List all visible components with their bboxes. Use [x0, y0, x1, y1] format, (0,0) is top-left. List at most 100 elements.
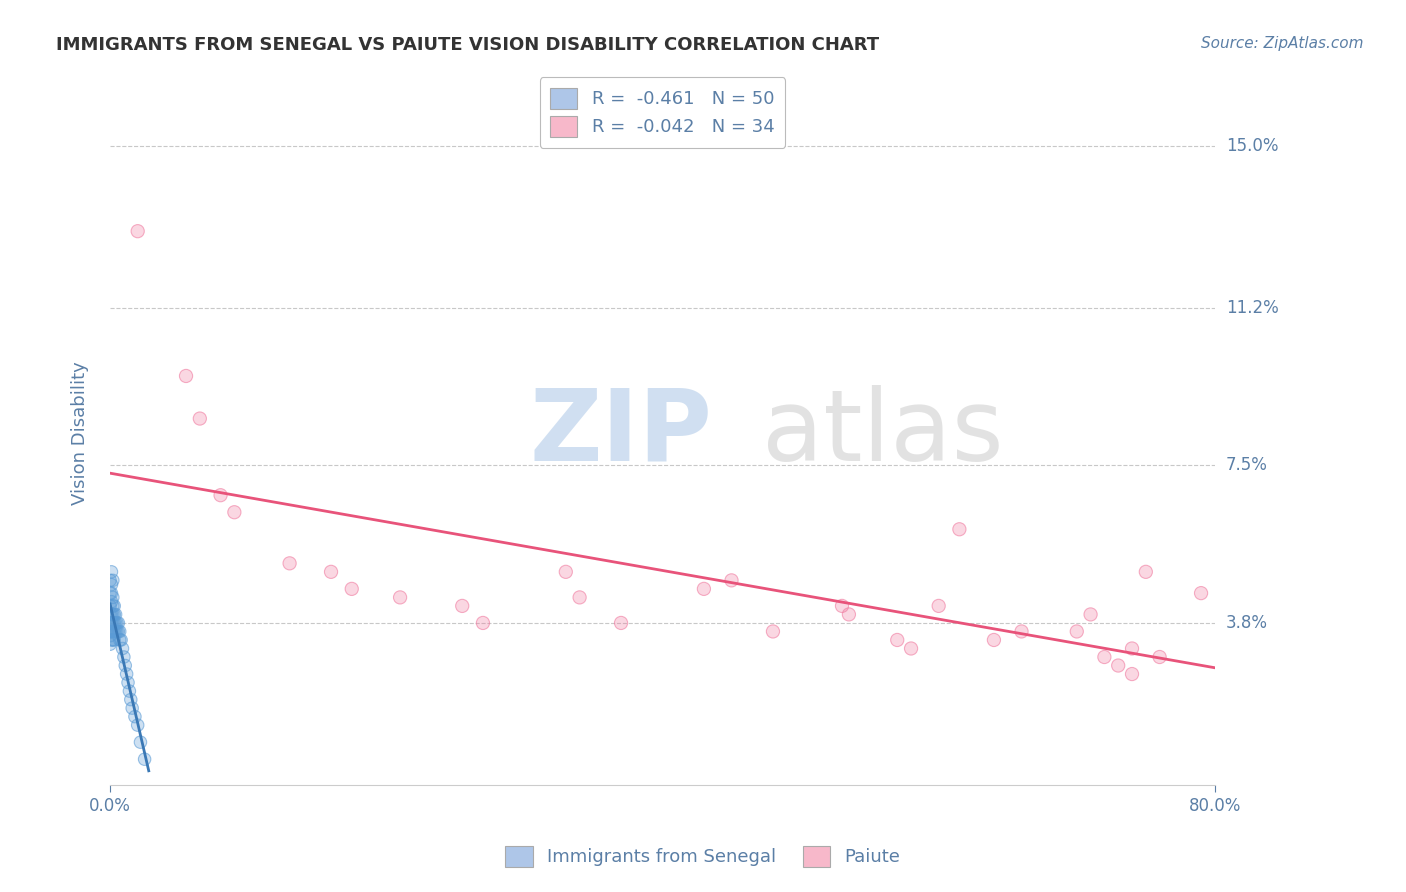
- Text: 3.8%: 3.8%: [1226, 614, 1268, 632]
- Point: [1107, 658, 1129, 673]
- Point: [693, 582, 716, 596]
- Point: [127, 224, 149, 238]
- Point: [101, 574, 124, 588]
- Point: [104, 624, 127, 639]
- Point: [900, 641, 922, 656]
- Point: [101, 607, 124, 622]
- Point: [100, 615, 122, 630]
- Point: [114, 658, 136, 673]
- Point: [107, 615, 129, 630]
- Point: [1135, 565, 1157, 579]
- Point: [98, 637, 121, 651]
- Point: [101, 615, 124, 630]
- Point: [103, 632, 125, 647]
- Point: [1135, 565, 1157, 579]
- Point: [100, 565, 122, 579]
- Point: [100, 615, 122, 630]
- Point: [117, 675, 139, 690]
- Point: [110, 632, 132, 647]
- Point: [98, 615, 121, 630]
- Point: [111, 641, 134, 656]
- Point: [108, 624, 131, 639]
- Point: [1149, 650, 1171, 665]
- Point: [105, 624, 128, 639]
- Point: [124, 709, 146, 723]
- Legend: R =  -0.461   N = 50, R =  -0.042   N = 34: R = -0.461 N = 50, R = -0.042 N = 34: [540, 77, 786, 148]
- Point: [118, 684, 141, 698]
- Point: [129, 735, 152, 749]
- Point: [98, 615, 121, 630]
- Point: [340, 582, 363, 596]
- Point: [1011, 624, 1033, 639]
- Point: [100, 624, 122, 639]
- Point: [100, 594, 122, 608]
- Point: [110, 632, 132, 647]
- Point: [134, 752, 156, 766]
- Point: [124, 709, 146, 723]
- Point: [720, 574, 742, 588]
- Point: [451, 599, 474, 613]
- Point: [98, 586, 121, 600]
- Point: [568, 591, 591, 605]
- Point: [101, 599, 124, 613]
- Point: [100, 594, 122, 608]
- Point: [105, 615, 128, 630]
- Point: [98, 629, 121, 643]
- Point: [103, 624, 125, 639]
- Point: [107, 615, 129, 630]
- Point: [451, 599, 474, 613]
- Point: [1066, 624, 1088, 639]
- Point: [838, 607, 860, 622]
- Point: [105, 624, 128, 639]
- Point: [98, 629, 121, 643]
- Point: [100, 586, 122, 600]
- Point: [120, 692, 142, 706]
- Point: [1092, 650, 1115, 665]
- Legend: Immigrants from Senegal, Paiute: Immigrants from Senegal, Paiute: [498, 838, 908, 874]
- Point: [100, 577, 122, 591]
- Point: [98, 607, 121, 622]
- Point: [108, 632, 131, 647]
- Point: [101, 591, 124, 605]
- Point: [115, 667, 138, 681]
- Point: [100, 577, 122, 591]
- Text: atlas: atlas: [762, 385, 1004, 482]
- Point: [948, 522, 970, 536]
- Point: [224, 505, 246, 519]
- Point: [174, 368, 197, 383]
- Point: [103, 607, 125, 622]
- Point: [127, 718, 149, 732]
- Point: [108, 632, 131, 647]
- Point: [278, 557, 301, 571]
- Point: [103, 599, 125, 613]
- Point: [104, 624, 127, 639]
- Point: [103, 632, 125, 647]
- Point: [100, 586, 122, 600]
- Point: [100, 565, 122, 579]
- Point: [118, 684, 141, 698]
- Point: [1121, 667, 1143, 681]
- Point: [98, 607, 121, 622]
- Point: [101, 632, 124, 647]
- Point: [1149, 650, 1171, 665]
- Point: [983, 632, 1005, 647]
- Point: [103, 624, 125, 639]
- Point: [471, 615, 494, 630]
- Point: [471, 615, 494, 630]
- Point: [103, 615, 125, 630]
- Point: [98, 574, 121, 588]
- Point: [100, 624, 122, 639]
- Text: 15.0%: 15.0%: [1226, 137, 1278, 155]
- Point: [1107, 658, 1129, 673]
- Point: [886, 632, 908, 647]
- Point: [1080, 607, 1102, 622]
- Point: [104, 615, 127, 630]
- Point: [129, 735, 152, 749]
- Point: [105, 615, 128, 630]
- Point: [100, 607, 122, 622]
- Point: [319, 565, 342, 579]
- Point: [98, 624, 121, 639]
- Point: [115, 667, 138, 681]
- Y-axis label: Vision Disability: Vision Disability: [72, 361, 89, 506]
- Point: [319, 565, 342, 579]
